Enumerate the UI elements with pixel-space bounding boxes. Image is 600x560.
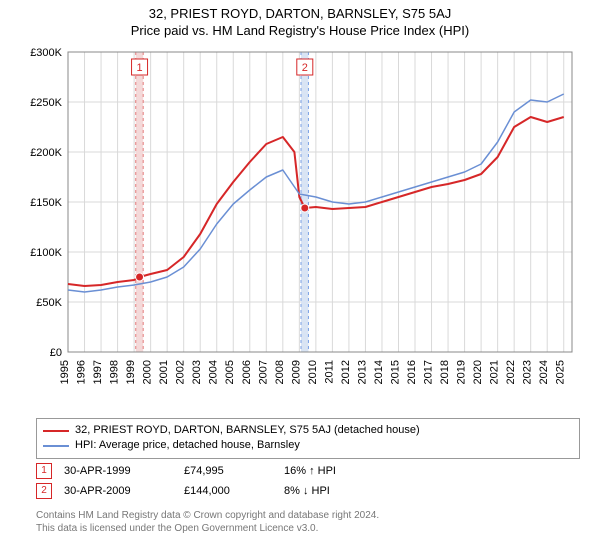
svg-text:2014: 2014 [373,360,385,384]
svg-text:£0: £0 [50,347,62,359]
svg-text:2001: 2001 [158,360,170,384]
sale-diff-2: 8% ↓ HPI [284,485,404,497]
svg-text:2002: 2002 [175,360,187,384]
svg-text:2013: 2013 [356,360,368,384]
svg-text:£200K: £200K [30,147,62,159]
svg-text:2004: 2004 [208,360,220,384]
svg-text:2015: 2015 [389,360,401,384]
sale-price-2: £144,000 [184,485,284,497]
svg-text:2011: 2011 [323,360,335,384]
svg-text:2024: 2024 [538,360,550,384]
svg-text:2016: 2016 [406,360,418,384]
sale-diff-1: 16% ↑ HPI [284,465,404,477]
svg-text:1999: 1999 [125,360,137,384]
footer-line-1: Contains HM Land Registry data © Crown c… [36,509,580,522]
footer: Contains HM Land Registry data © Crown c… [36,509,580,535]
legend-swatch-2 [43,445,69,447]
chart-title: 32, PRIEST ROYD, DARTON, BARNSLEY, S75 5… [0,0,600,21]
sale-date-1: 30-APR-1999 [64,465,184,477]
chart: £0 £50K £100K £150K £200K £250K £300K 1995 1996 1… [20,42,580,412]
sale-price-1: £74,995 [184,465,284,477]
sale-marker-2: 2 [36,483,52,499]
svg-text:2003: 2003 [191,360,203,384]
footer-line-2: This data is licensed under the Open Gov… [36,522,580,535]
svg-text:2006: 2006 [241,360,253,384]
svg-text:2017: 2017 [423,360,435,384]
svg-text:1: 1 [136,62,142,74]
svg-text:2023: 2023 [522,360,534,384]
svg-text:£150K: £150K [30,197,62,209]
svg-text:1998: 1998 [109,360,121,384]
svg-text:1996: 1996 [76,360,88,384]
svg-text:2007: 2007 [257,360,269,384]
svg-text:2012: 2012 [340,360,352,384]
svg-text:2008: 2008 [274,360,286,384]
svg-text:£300K: £300K [30,47,62,59]
svg-text:1997: 1997 [92,360,104,384]
chart-subtitle: Price paid vs. HM Land Registry's House … [0,21,600,42]
svg-text:2019: 2019 [456,360,468,384]
chart-page: { "title": "32, PRIEST ROYD, DARTON, BAR… [0,0,600,560]
legend-swatch-1 [43,430,69,432]
svg-text:£100K: £100K [30,247,62,259]
svg-text:2: 2 [302,62,308,74]
svg-text:2018: 2018 [439,360,451,384]
svg-text:2021: 2021 [489,360,501,384]
svg-text:2020: 2020 [472,360,484,384]
svg-text:2022: 2022 [505,360,517,384]
svg-text:2005: 2005 [224,360,236,384]
legend-label-2: HPI: Average price, detached house, Barn… [75,438,300,453]
svg-text:2000: 2000 [142,360,154,384]
sale-row-2: 2 30-APR-2009 £144,000 8% ↓ HPI [36,483,580,499]
svg-text:2025: 2025 [555,360,567,384]
svg-text:£250K: £250K [30,97,62,109]
sale-date-2: 30-APR-2009 [64,485,184,497]
svg-text:1995: 1995 [59,360,71,384]
legend-row-2: HPI: Average price, detached house, Barn… [43,438,573,453]
sale-row-1: 1 30-APR-1999 £74,995 16% ↑ HPI [36,463,580,479]
legend-row-1: 32, PRIEST ROYD, DARTON, BARNSLEY, S75 5… [43,423,573,438]
legend-label-1: 32, PRIEST ROYD, DARTON, BARNSLEY, S75 5… [75,423,420,438]
svg-text:2009: 2009 [290,360,302,384]
sale-marker-1: 1 [36,463,52,479]
legend: 32, PRIEST ROYD, DARTON, BARNSLEY, S75 5… [36,418,580,459]
chart-svg: £0 £50K £100K £150K £200K £250K £300K 1995 1996 1… [20,42,580,412]
svg-text:2010: 2010 [307,360,319,384]
svg-text:£50K: £50K [36,297,62,309]
